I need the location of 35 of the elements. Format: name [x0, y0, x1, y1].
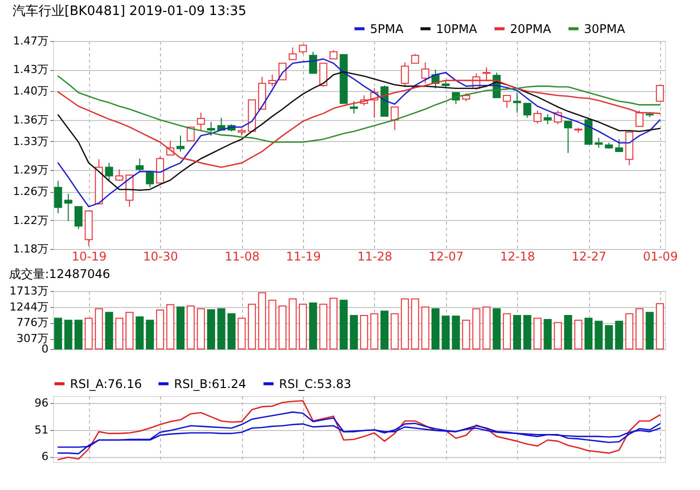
y-tick-label: 1.33万 [13, 134, 48, 148]
legend-label: RSI_B:61.24 [174, 376, 246, 391]
legend-label: RSI_A:76.16 [70, 376, 142, 391]
y-tick-label: 51 [34, 423, 48, 436]
y-tick-label: 1.26万 [13, 185, 48, 198]
y-tick-label: 1.36万 [13, 113, 48, 126]
legend-label: 20PMA [510, 22, 552, 36]
y-tick-label: 96 [34, 396, 48, 410]
x-tick-label: 10-30 [143, 250, 178, 264]
y-tick-label: 1713万 [10, 284, 48, 298]
legend-label: 5PMA [370, 22, 404, 36]
legend-label: 30PMA [584, 22, 626, 36]
x-tick-label: 11-28 [357, 250, 392, 264]
y-tick-label: 1.22万 [13, 214, 48, 227]
y-tick-label: 1.29万 [13, 164, 48, 177]
x-tick-label: 12-07 [428, 250, 464, 264]
legend-label: 10PMA [436, 22, 478, 36]
y-tick-label: 776万 [16, 316, 48, 330]
x-tick-label: 10-19 [72, 250, 107, 264]
y-tick-label: 1.18万 [13, 242, 48, 256]
x-tick-label: 12-27 [572, 250, 606, 264]
y-tick-label: 1244万 [10, 300, 48, 314]
chart-title: 成交量:12487046 [9, 267, 110, 281]
legend-label: RSI_C:53.83 [279, 376, 352, 391]
y-tick-label: 6 [42, 450, 48, 464]
y-tick-label: 0 [42, 342, 48, 356]
x-tick-label: 01-09 [642, 250, 678, 264]
x-tick-label: 11-08 [224, 250, 260, 264]
chart-title: 汽车行业[BK0481] 2019-01-09 13:35 [12, 4, 246, 19]
y-tick-label: 1.47万 [13, 34, 48, 48]
y-tick-label: 307万 [16, 332, 48, 346]
x-tick-label: 11-19 [286, 250, 321, 264]
y-tick-label: 1.40万 [13, 84, 48, 98]
y-tick-label: 1.43万 [13, 63, 48, 76]
x-tick-label: 12-18 [500, 250, 536, 264]
